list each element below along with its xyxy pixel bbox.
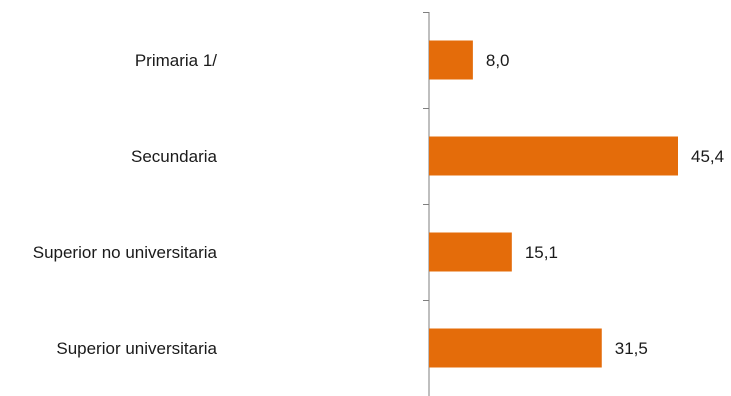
category-axis	[423, 12, 430, 396]
bar	[429, 328, 602, 368]
category-label: Primaria 1/	[135, 51, 217, 70]
category-label: Superior universitaria	[56, 339, 217, 358]
data-label: 31,5	[615, 339, 648, 358]
value-labels: 8,0 45,4 15,1 31,5	[486, 51, 724, 358]
bars	[429, 40, 678, 368]
data-label: 45,4	[691, 147, 724, 166]
bar	[429, 136, 678, 176]
bar	[429, 40, 473, 80]
category-label: Secundaria	[131, 147, 218, 166]
category-labels: Primaria 1/Secundaria Superior no univers…	[33, 51, 218, 358]
data-label: 15,1	[525, 243, 558, 262]
category-label: Superior no universitaria	[33, 243, 218, 262]
data-label: 8,0	[486, 51, 510, 70]
bar	[429, 232, 512, 272]
